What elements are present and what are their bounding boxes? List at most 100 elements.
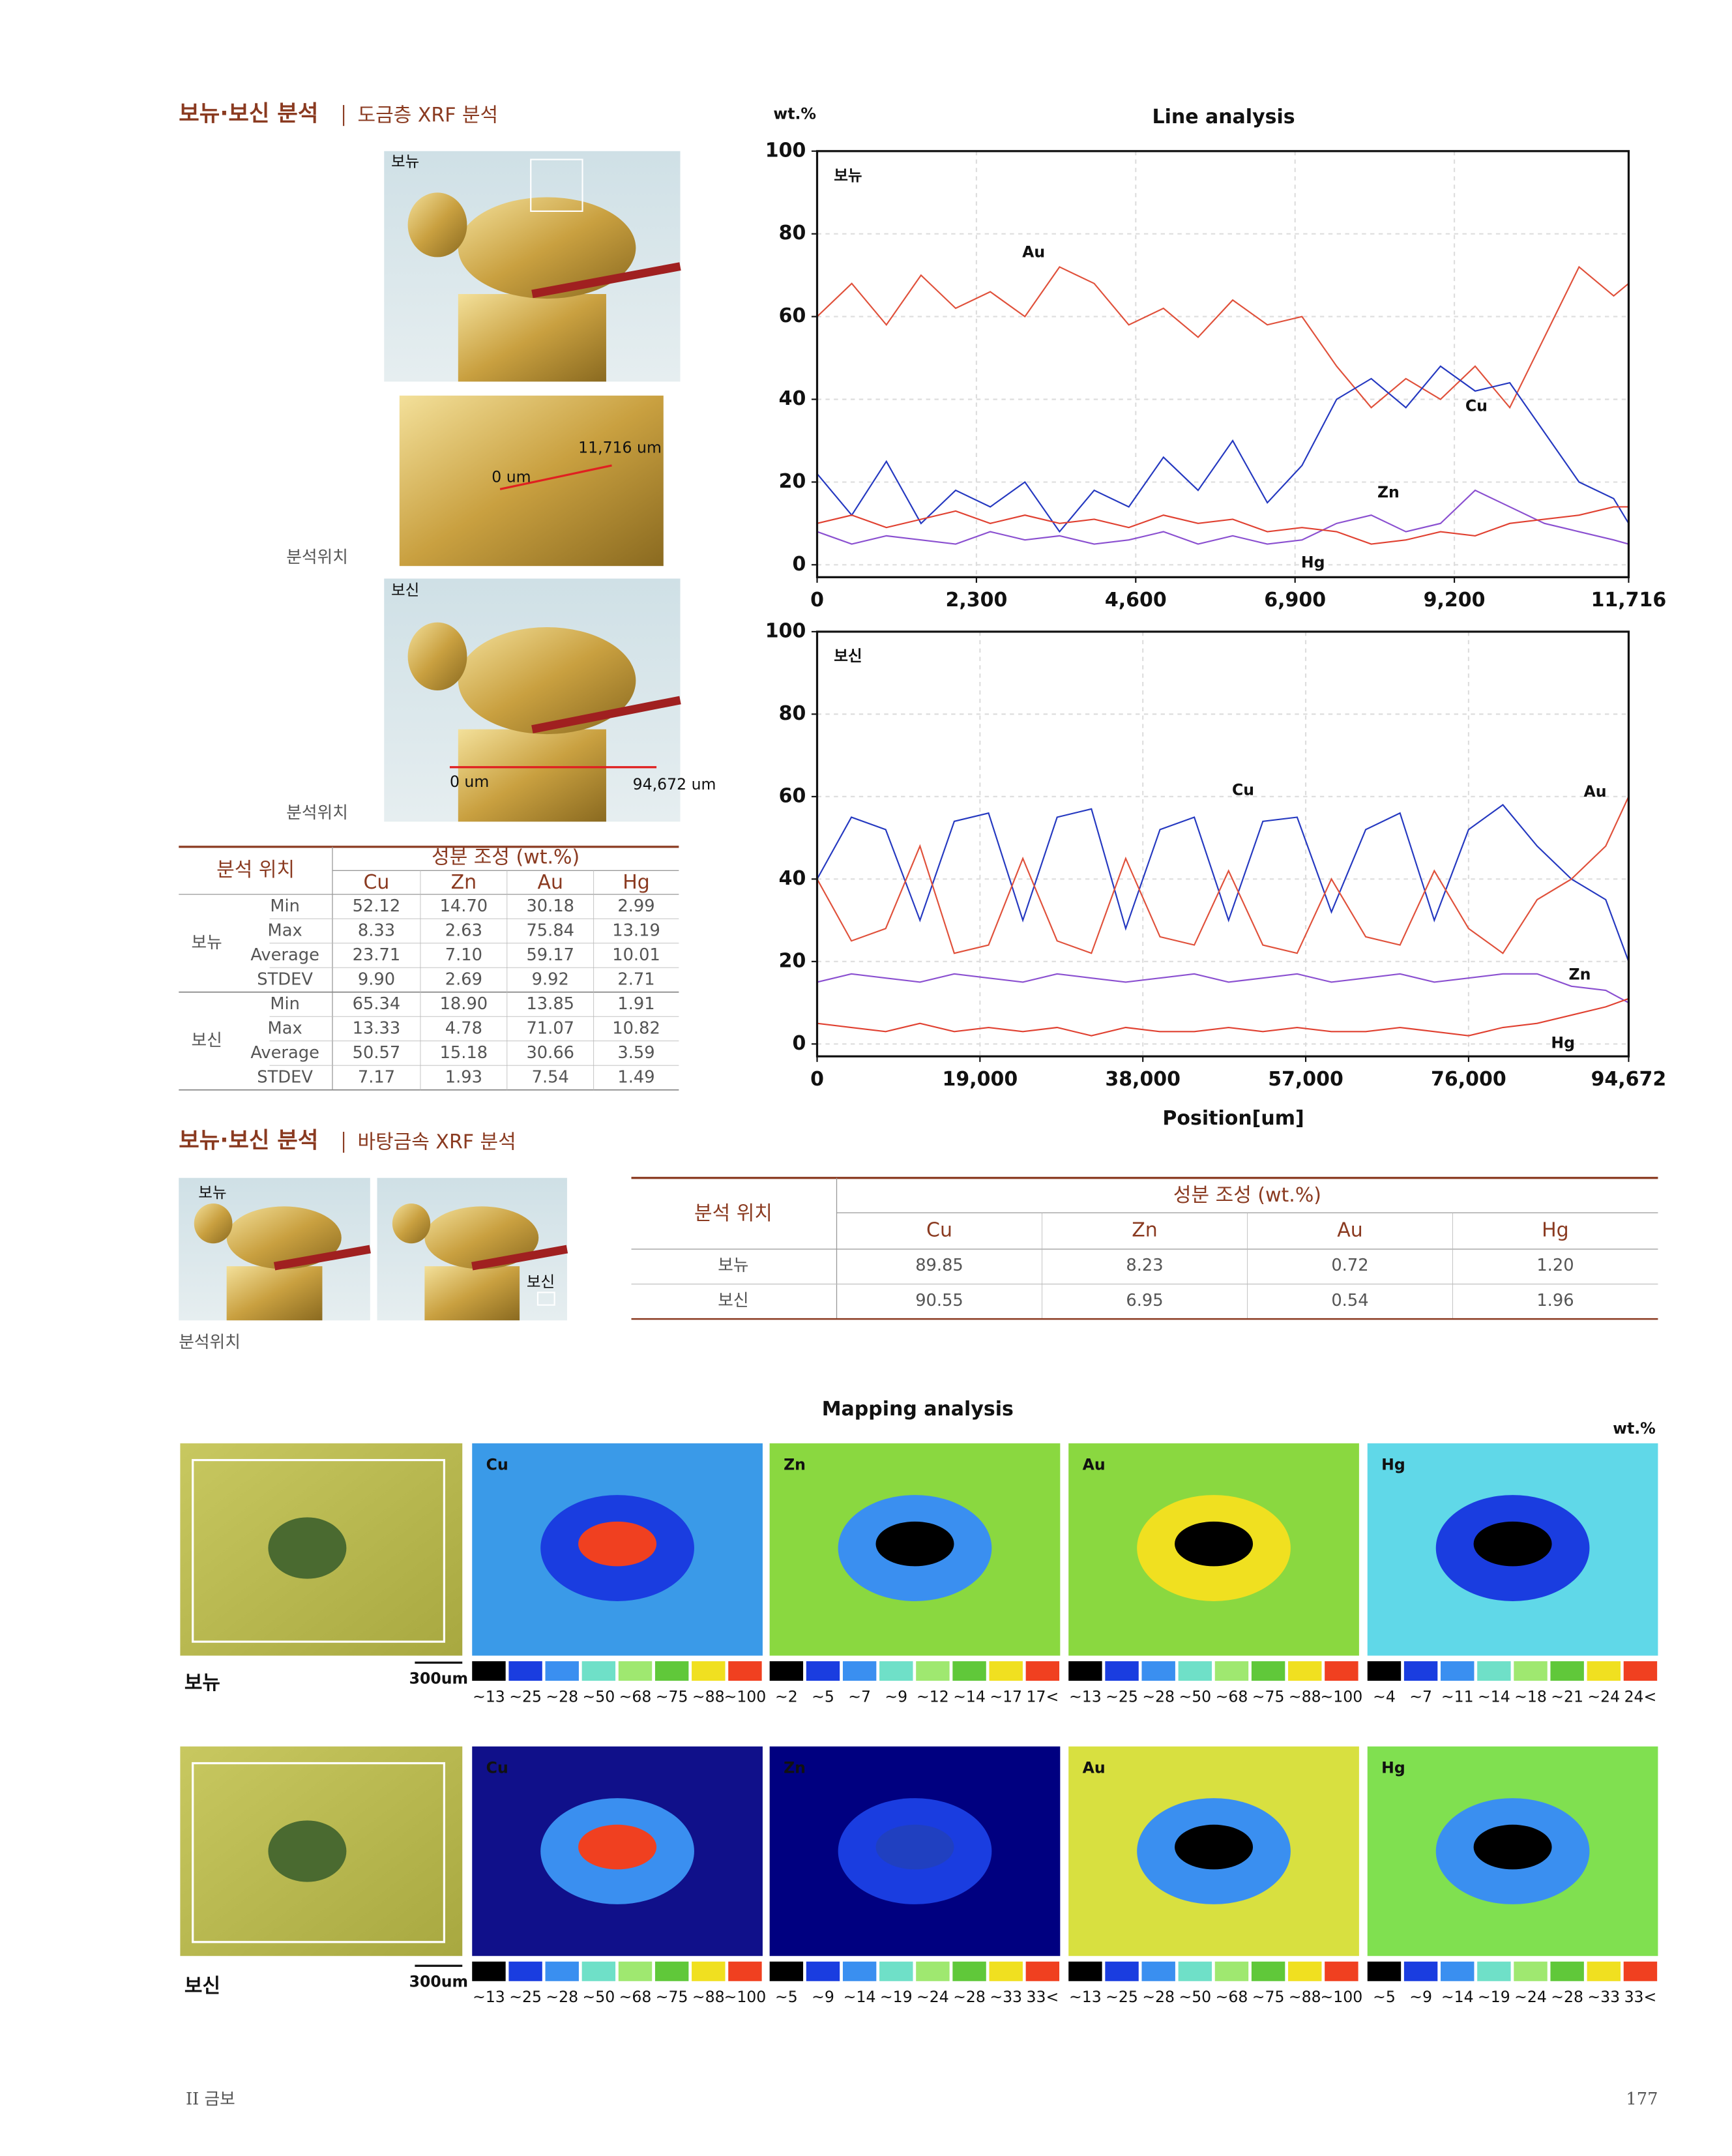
x-tick-label: 6,900 [1264,589,1326,612]
pit [268,1517,347,1579]
legend-label: ~25 [1106,1687,1138,1706]
series-line [817,506,1629,545]
x-axis-label: Position[um] [1162,1107,1304,1130]
legend-swatch [692,1661,726,1681]
legend-swatch [1068,1961,1102,1981]
legend-label: ~13 [473,1988,505,2006]
x-tick-label: 0 [810,589,824,612]
x-tick-label: 38,000 [1105,1068,1181,1091]
cell: 2.71 [617,969,654,989]
series-label: Hg [1301,553,1325,571]
cell: 4.78 [445,1018,482,1038]
caption: 분석위치 [286,548,348,567]
legend-label: ~24 [1587,1687,1620,1706]
row-stat: STDEV [257,969,313,989]
legend-swatch [472,1961,506,1981]
legend-swatch [1587,1961,1621,1981]
legend-swatch [654,1961,689,1981]
legend-label: ~50 [583,1988,615,2006]
cell: 2.63 [445,921,482,940]
cell: 23.71 [353,945,401,965]
column-header: Zn [1132,1219,1158,1242]
column-header: Hg [623,871,650,894]
map-core [578,1521,657,1567]
turtle-shell [226,1206,342,1269]
cell: 13.33 [353,1018,401,1038]
legend-label: ~13 [1069,1988,1102,2006]
y-tick-label: 60 [779,304,806,327]
y-tick-label: 60 [779,784,806,807]
legend-label: 17< [1026,1687,1059,1706]
legend-label: ~100 [724,1988,767,2006]
legend-swatch [952,1661,986,1681]
legend-label: ~5 [775,1988,798,2006]
y-tick-label: 0 [792,1032,806,1055]
series-label: Au [1022,243,1045,261]
legend-label: ~50 [1179,1988,1211,2006]
caption: 분석위치 [286,803,348,823]
turtle-head [407,192,467,258]
map-core [1473,1521,1552,1567]
map-core [875,1521,954,1567]
legend-label: 24< [1624,1687,1657,1706]
legend-swatch [1178,1661,1212,1681]
section-subtitle: 도금층 XRF 분석 [358,104,499,127]
cell: 15.18 [440,1043,488,1063]
map-element: Cu [486,1456,508,1474]
legend-label: ~12 [917,1687,949,1706]
x-tick-label: 11,716 [1591,589,1667,612]
legend-swatch [1403,1661,1438,1681]
legend-swatch [989,1661,1023,1681]
legend-label: ~100 [1321,1687,1363,1706]
row-stat: Average [250,945,319,965]
legend-swatch [1550,1661,1584,1681]
legend-swatch [618,1961,653,1981]
row-stat: Min [270,896,300,916]
legend-swatch [581,1961,616,1981]
legend-swatch [769,1961,804,1981]
column-header: Zn [451,871,477,894]
map-core [875,1824,954,1870]
cell: 30.66 [526,1043,574,1063]
mapping-unit: wt.% [1613,1419,1656,1438]
series-label: Zn [1569,966,1591,984]
legend-swatch [728,1961,762,1981]
scale-label: 300um [409,1669,469,1687]
series-line [816,796,1630,954]
table-header: 성분 조성 (wt.%) [1173,1184,1321,1207]
cell: 10.82 [612,1018,660,1038]
legend-swatch [1587,1661,1621,1681]
series-line [816,804,1630,962]
group-name: 보신 [191,1031,222,1050]
scan-line [499,464,612,490]
legend-swatch [769,1661,804,1681]
legend-swatch [1325,1961,1358,1981]
cell: 9.90 [358,969,395,989]
marker-box [536,1292,555,1306]
cell: 50.57 [353,1043,401,1063]
footer-chapter: II 금보 [186,2090,235,2109]
legend-swatch [1068,1661,1102,1681]
caption: 분석위치 [179,1333,241,1352]
x-tick-label: 4,600 [1105,589,1167,612]
y-tick-label: 20 [779,949,806,972]
legend-swatch [1325,1661,1358,1681]
cell: 7.17 [358,1067,395,1087]
row-stat: Min [270,994,300,1014]
pedestal [424,1266,520,1321]
legend-swatch [1214,1661,1249,1681]
legend-label: ~28 [1142,1988,1175,2006]
pedestal [226,1266,323,1321]
column-header: Au [1337,1219,1363,1242]
cell: 1.49 [617,1067,654,1087]
pit [268,1820,347,1882]
photo-label: 보뉴 [198,1183,226,1202]
y-tick-label: 0 [792,553,806,576]
y-tick-label: 20 [779,470,806,493]
x-tick-label: 9,200 [1424,589,1486,612]
x-tick-label: 94,672 [1591,1068,1667,1091]
legend-swatch [1441,1961,1475,1981]
table-header: 분석 위치 [694,1202,772,1225]
legend-label: ~75 [656,1988,688,2006]
legend-swatch [654,1661,689,1681]
